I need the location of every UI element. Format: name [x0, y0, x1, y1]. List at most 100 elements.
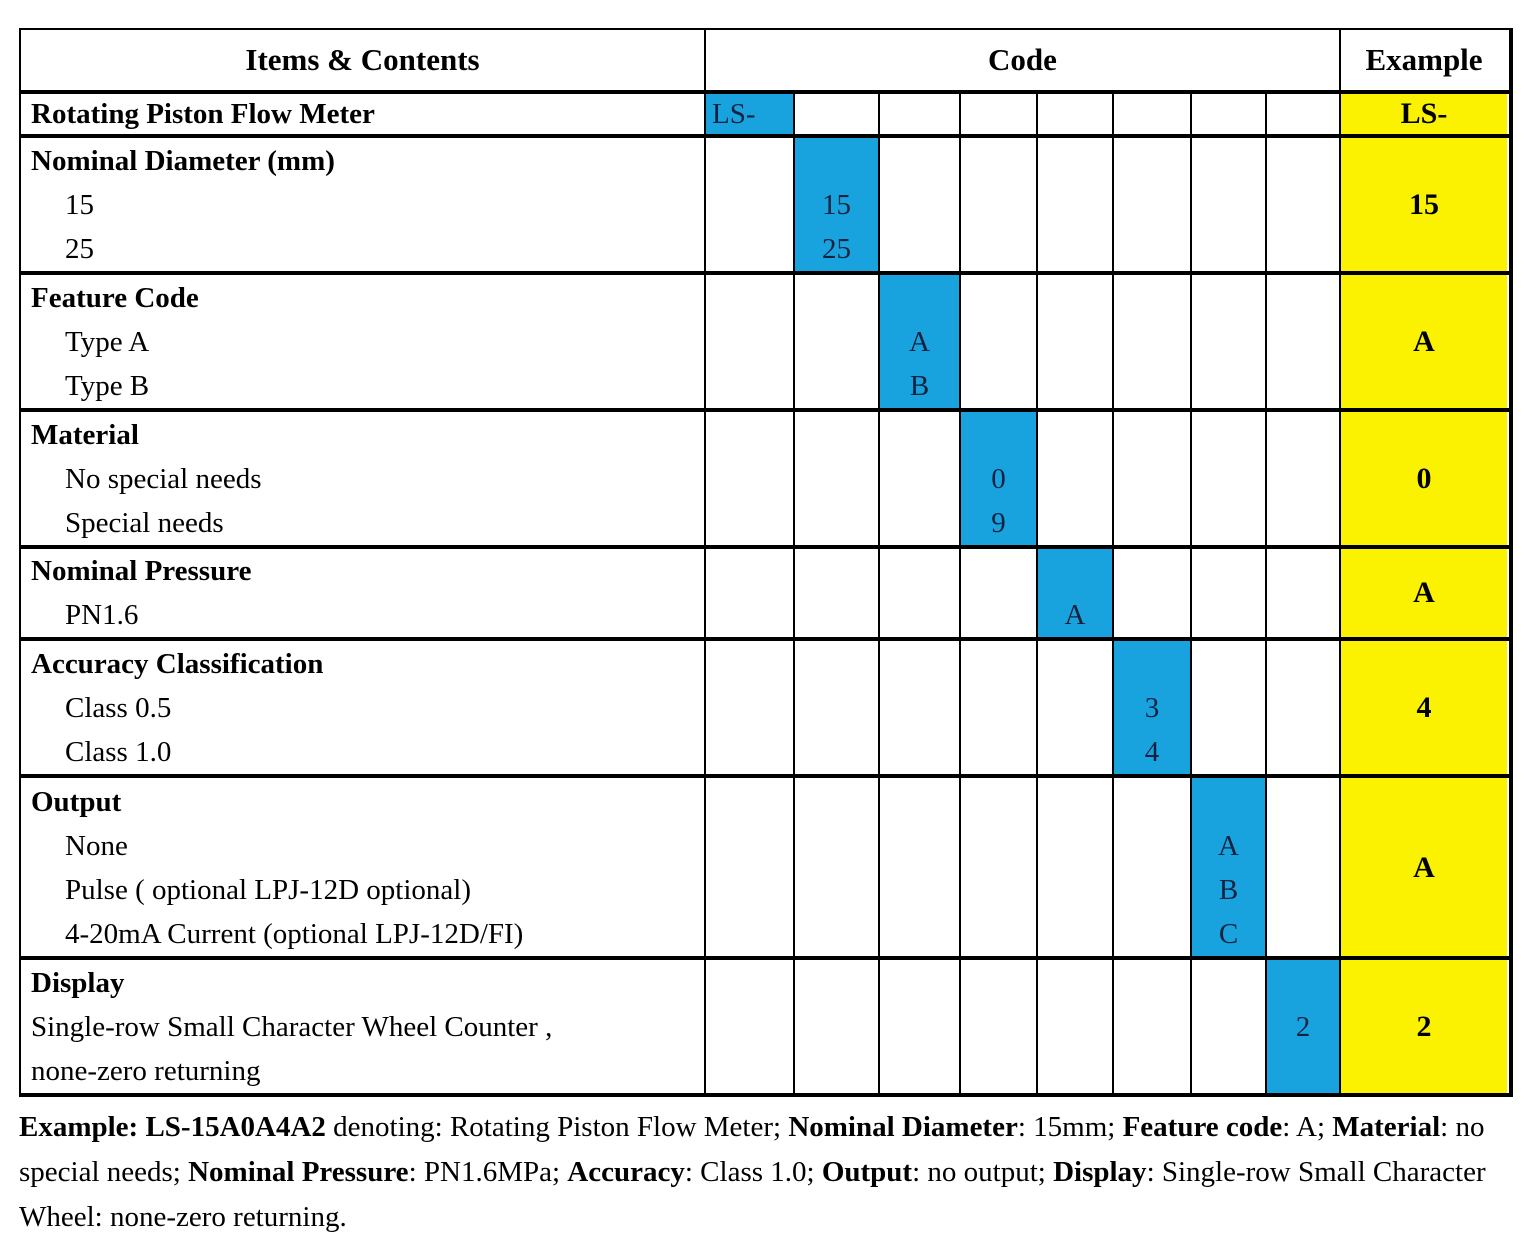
code-cell — [1038, 960, 1114, 1093]
items-cell: Nominal Diameter (mm) 15 25 — [21, 138, 706, 271]
item-title: Accuracy Classification — [31, 648, 324, 680]
code-cell — [1192, 549, 1267, 637]
code-cell — [1267, 641, 1341, 774]
code-value: A — [1064, 599, 1086, 631]
code-cell — [1192, 960, 1267, 1093]
code-cell — [880, 549, 961, 637]
code-cell — [1267, 549, 1341, 637]
code-value: A — [909, 326, 930, 358]
code-cell — [706, 960, 795, 1093]
code-value: 9 — [991, 507, 1006, 539]
footer-segment: : no output; — [912, 1156, 1054, 1188]
items-cell: Output None Pulse ( optional LPJ-12D opt… — [21, 778, 706, 956]
item-title: Rotating Piston Flow Meter — [31, 98, 375, 130]
items-cell: Material No special needs Special needs — [21, 412, 706, 545]
table-row-feature-code: Feature Code Type A Type B A B A — [21, 271, 1509, 408]
ordering-code-sheet: Items & Contents Code Example Rotating P… — [19, 28, 1513, 1240]
code-cell — [1038, 138, 1114, 271]
code-cell — [795, 275, 880, 408]
code-cell — [1192, 275, 1267, 408]
code-cell — [1192, 412, 1267, 545]
code-cell — [1114, 412, 1192, 545]
footer-segment: Nominal Diameter — [788, 1111, 1018, 1143]
item-subitem: 4-20mA Current (optional LPJ-12D/FI) — [65, 918, 524, 950]
footer-segment: Feature code — [1122, 1111, 1283, 1143]
item-title: Output — [31, 786, 122, 818]
code-cell — [1114, 94, 1192, 134]
table-row-material: Material No special needs Special needs … — [21, 408, 1509, 545]
table-row-meter-type: Rotating Piston Flow Meter LS- LS- — [21, 90, 1509, 134]
example-cell: 0 — [1341, 412, 1507, 545]
footer-segment: : 15mm; — [1017, 1111, 1123, 1143]
item-subitem: Class 1.0 — [65, 736, 172, 768]
code-cell — [1038, 412, 1114, 545]
code-cell — [1114, 138, 1192, 271]
footer-segment: : no special needs; — [19, 1111, 1485, 1188]
code-cell-highlight: 3 4 — [1114, 641, 1192, 774]
table-row-nominal-diameter: Nominal Diameter (mm) 15 25 15 25 15 — [21, 134, 1509, 271]
code-value: LS- — [712, 98, 756, 130]
items-cell: Rotating Piston Flow Meter — [21, 94, 706, 134]
code-cell — [1267, 275, 1341, 408]
code-cell-highlight: A — [1038, 549, 1114, 637]
footer-segment: : A; — [1282, 1111, 1333, 1143]
items-cell: Nominal Pressure PN1.6 — [21, 549, 706, 637]
code-cell — [706, 412, 795, 545]
code-cell — [880, 94, 961, 134]
code-value: 4 — [1144, 736, 1160, 768]
items-cell: Display Single-row Small Character Wheel… — [21, 960, 706, 1093]
code-cell — [795, 778, 880, 956]
column-header-code: Code — [706, 30, 1341, 90]
code-cell — [706, 641, 795, 774]
table-row-display: Display Single-row Small Character Wheel… — [21, 956, 1509, 1093]
column-header-items-contents: Items & Contents — [21, 30, 706, 90]
items-cell: Accuracy Classification Class 0.5 Class … — [21, 641, 706, 774]
code-value: 25 — [822, 233, 851, 265]
code-cell — [961, 94, 1038, 134]
code-cell — [1192, 94, 1267, 134]
table-row-output: Output None Pulse ( optional LPJ-12D opt… — [21, 774, 1509, 956]
item-subitem: 15 — [65, 189, 94, 221]
item-subitem: No special needs — [65, 463, 262, 495]
code-cell-highlight: 0 9 — [961, 412, 1038, 545]
code-cell — [1114, 778, 1192, 956]
code-cell — [880, 641, 961, 774]
footer-segment: : PN1.6MPa; — [408, 1156, 568, 1188]
code-value: C — [1218, 918, 1239, 950]
code-cell — [1192, 641, 1267, 774]
footer-segment: denoting: Rotating Piston Flow Meter; — [325, 1111, 789, 1143]
code-cell — [1038, 778, 1114, 956]
item-subitem: Class 0.5 — [65, 692, 172, 724]
item-title: Material — [31, 419, 139, 451]
code-cell — [1038, 275, 1114, 408]
code-cell — [795, 641, 880, 774]
code-value: A — [1218, 830, 1239, 862]
code-cell — [795, 412, 880, 545]
footer-segment: Nominal Pressure — [188, 1156, 409, 1188]
item-subitem: Pulse ( optional LPJ-12D optional) — [65, 874, 471, 906]
code-cell-highlight: A B C — [1192, 778, 1267, 956]
item-subitem: Special needs — [65, 507, 224, 539]
footer-segment: Material — [1332, 1111, 1441, 1143]
table-header-row: Items & Contents Code Example — [21, 30, 1509, 90]
example-explanation-note: Example: LS-15A0A4A2 denoting: Rotating … — [19, 1105, 1507, 1240]
item-subitem: Type B — [65, 370, 150, 402]
footer-segment: : Class 1.0; — [684, 1156, 822, 1188]
example-cell: A — [1341, 778, 1507, 956]
items-cell: Feature Code Type A Type B — [21, 275, 706, 408]
item-subitem: PN1.6 — [65, 599, 139, 631]
footer-segment: : Single-row Small Character Wheel: none… — [19, 1156, 1486, 1233]
code-cell-highlight: 15 25 — [795, 138, 880, 271]
code-cell-highlight: LS- — [706, 94, 795, 134]
code-value: 2 — [1295, 1011, 1311, 1043]
item-description: Single-row Small Character Wheel Counter… — [31, 1011, 553, 1043]
code-cell-highlight: 2 — [1267, 960, 1341, 1093]
example-cell: LS- — [1341, 94, 1507, 134]
example-cell: 2 — [1341, 960, 1507, 1093]
code-value: B — [909, 370, 930, 402]
code-value: B — [1218, 874, 1239, 906]
item-title: Display — [31, 967, 125, 999]
code-cell — [706, 275, 795, 408]
column-header-example: Example — [1365, 42, 1483, 77]
code-cell — [880, 778, 961, 956]
